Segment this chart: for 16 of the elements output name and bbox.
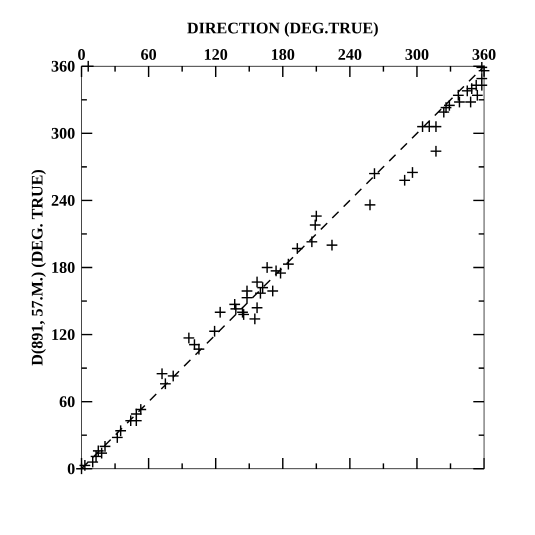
y-tick-label: 120 [52,329,75,340]
x-tick-label: 240 [338,49,362,60]
y-tick-label: 60 [60,396,75,408]
x-tick-label: 180 [272,49,294,60]
y-tick-label: 0 [68,463,75,474]
y-tick-label: 180 [52,262,75,273]
x-tick-label: 120 [204,49,228,60]
y-tick-label: 300 [52,128,75,139]
x-tick-label: 0 [78,49,85,60]
x-tick-label: 300 [405,49,428,60]
y-tick-label: 240 [52,194,75,206]
x-tick-label: 60 [141,49,156,60]
x-axis-title: DIRECTION (DEG.TRUE) [187,22,378,37]
x-tick-label: 360 [472,49,496,60]
y-tick-label: 360 [52,60,75,72]
y-axis-title: D(891, 57.M.) (DEG. TRUE) [31,170,46,366]
